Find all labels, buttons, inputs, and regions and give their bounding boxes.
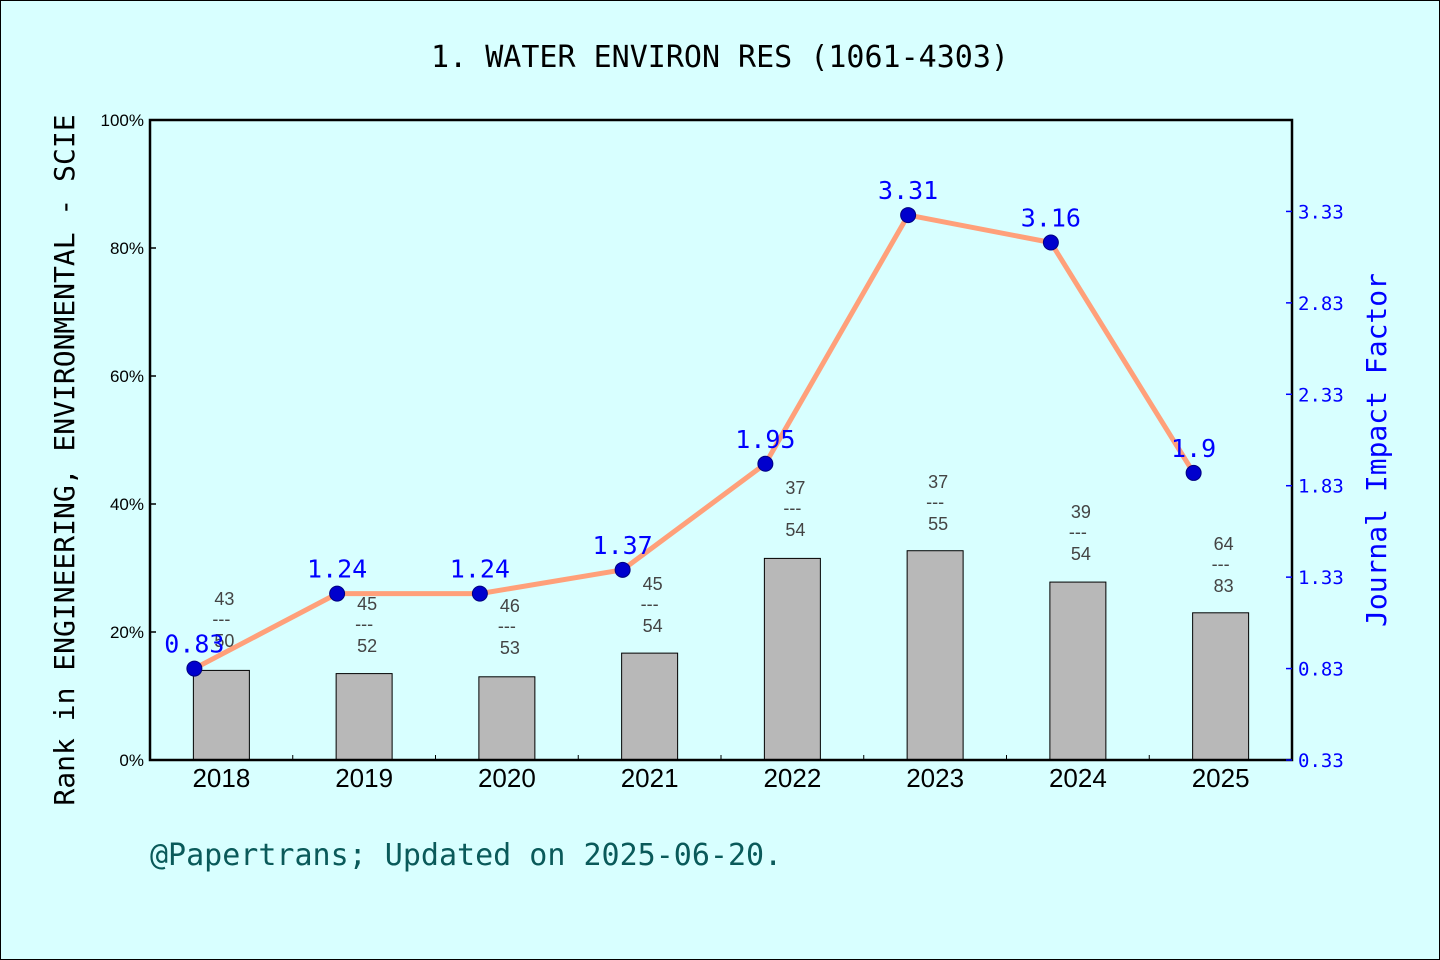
- rank-label: 37: [928, 472, 948, 492]
- y2-tick-label: 1.33: [1298, 567, 1344, 589]
- rank-total: 54: [643, 616, 663, 636]
- bar: [1192, 612, 1250, 761]
- impact-factor-point: [186, 660, 203, 677]
- rank-divider: ---: [355, 614, 373, 634]
- impact-factor-point: [614, 561, 631, 578]
- rank-label: 45: [357, 594, 377, 614]
- x-tick-label: 2021: [621, 763, 679, 793]
- impact-factor-point: [329, 585, 346, 602]
- rank-divider: ---: [212, 609, 230, 629]
- y2-tick-label: 0.83: [1298, 659, 1344, 681]
- impact-factor-line: [193, 212, 1196, 671]
- rank-total: 55: [928, 514, 948, 534]
- impact-factor-point: [471, 585, 488, 602]
- rank-total: 83: [1214, 576, 1234, 596]
- x-tick-label: 2020: [478, 763, 536, 793]
- y-tick-label: 40%: [110, 495, 144, 514]
- impact-factor-layer: 0.83 1.24 1.24 1.37 1.95 3.31 3.16 1.9: [164, 176, 1216, 677]
- rank-divider: ---: [1069, 522, 1087, 542]
- impact-factor-value: 1.24: [450, 555, 510, 584]
- y-tick-label: 80%: [110, 239, 144, 258]
- bars-layer: [192, 550, 1250, 761]
- rank-label: 39: [1071, 502, 1091, 522]
- rank-label: 37: [785, 478, 805, 498]
- rank-total: 52: [357, 636, 377, 656]
- x-tick-label: 2024: [1049, 763, 1107, 793]
- x-tick-label: 2025: [1192, 763, 1250, 793]
- y2-tick-label: 0.33: [1298, 750, 1344, 772]
- rank-divider: ---: [498, 616, 516, 636]
- impact-factor-point: [757, 455, 774, 472]
- y-tick-label: 20%: [110, 623, 144, 642]
- bar: [478, 676, 536, 761]
- y2-axis-label: Journal Impact Factor: [1360, 273, 1393, 627]
- bar: [192, 669, 250, 761]
- y-tick-label: 0%: [119, 751, 144, 770]
- impact-factor-value: 3.31: [878, 176, 938, 205]
- x-tick-label: 2019: [335, 763, 393, 793]
- impact-factor-value: 3.16: [1021, 204, 1081, 233]
- x-tick-label: 2023: [906, 763, 964, 793]
- rank-label: 46: [500, 596, 520, 616]
- rank-label: 64: [1214, 534, 1234, 554]
- bar: [335, 673, 393, 761]
- rank-total: 53: [500, 638, 520, 658]
- rank-total: 54: [785, 520, 805, 540]
- rank-total: 50: [214, 631, 234, 651]
- y-tick-label: 100%: [101, 111, 144, 130]
- y2-tick-label: 1.83: [1298, 476, 1344, 498]
- y2-tick-label: 3.33: [1298, 201, 1344, 223]
- y2-tick-label: 2.83: [1298, 293, 1344, 315]
- y-axis-label: Rank in ENGINEERING, ENVIRONMENTAL - SCI…: [48, 114, 81, 805]
- rank-label: 43: [214, 589, 234, 609]
- impact-factor-point: [1042, 234, 1059, 251]
- x-tick-label: 2022: [763, 763, 821, 793]
- impact-factor-value: 0.83: [164, 630, 224, 659]
- bar: [1049, 581, 1107, 761]
- rank-label: 45: [643, 574, 663, 594]
- rank-divider: ---: [1212, 554, 1230, 574]
- bar: [906, 550, 964, 761]
- footer-credit: @Papertrans; Updated on 2025-06-20.: [150, 838, 782, 873]
- plot-border: [148, 118, 1294, 762]
- bar: [621, 652, 679, 761]
- impact-factor-value: 1.95: [735, 425, 795, 454]
- chart-title: 1. WATER ENVIRON RES (1061-4303): [431, 40, 1009, 75]
- rank-divider: ---: [783, 498, 801, 518]
- y2-tick-label: 2.33: [1298, 384, 1344, 406]
- rank-total: 54: [1071, 544, 1091, 564]
- rank-labels-layer: 43---5045---5246---5345---5437---5437---…: [212, 472, 1233, 658]
- impact-factor-point: [900, 207, 917, 224]
- rank-divider: ---: [926, 492, 944, 512]
- impact-factor-point: [1185, 464, 1202, 481]
- impact-factor-value: 1.37: [593, 531, 653, 560]
- axes-layer: 0% 20% 40% 60% 80% 100% 0.33 0.83 1.33 1.83 2.33 2.…: [101, 111, 1344, 793]
- y-tick-label: 60%: [110, 367, 144, 386]
- bar: [763, 557, 821, 761]
- impact-factor-value: 1.24: [307, 555, 367, 584]
- impact-factor-value: 1.9: [1171, 434, 1216, 463]
- rank-divider: ---: [641, 594, 659, 614]
- x-tick-label: 2018: [192, 763, 250, 793]
